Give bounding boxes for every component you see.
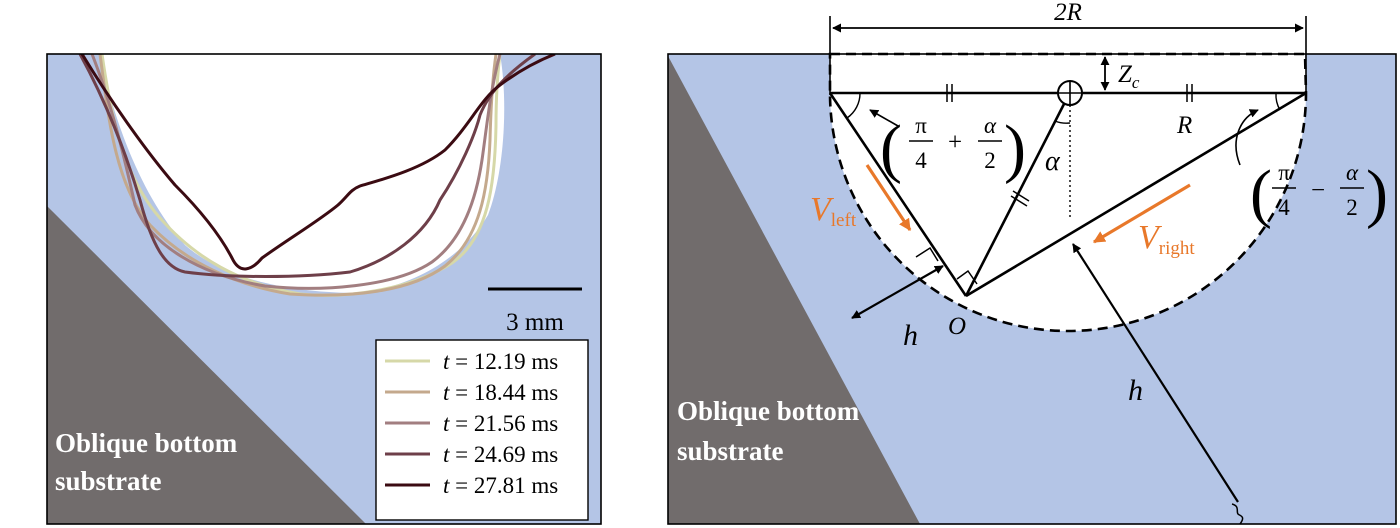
cavity-air-region — [100, 54, 505, 293]
cavity-profiles — [78, 54, 556, 297]
angle-right-formula: ( π 4 − α 2 ) — [1250, 157, 1388, 230]
angle-right-num2: α — [1346, 160, 1359, 185]
radius-label: R — [1176, 112, 1192, 139]
right-panel-frame — [667, 53, 1397, 525]
legend-label: t = 24.69 ms — [443, 442, 558, 467]
profile-t-18-44 — [98, 54, 498, 297]
angle-left-num2: α — [984, 113, 997, 138]
left-panel: 3 mm t = 12.19 mst = 18.44 mst = 21.56 m… — [46, 53, 602, 525]
legend-label-value: = 24.69 ms — [449, 442, 558, 467]
angle-left-den1: 4 — [915, 148, 927, 173]
v-right-label: Vright — [1138, 219, 1195, 259]
legend-label-value: = 18.44 ms — [449, 380, 558, 405]
h-right-label: h — [1128, 374, 1143, 407]
legend-label-var: t — [443, 349, 450, 374]
h-right-arrow — [1072, 243, 1239, 503]
angle-right-den2: 2 — [1346, 195, 1358, 220]
angle-right-num1: π — [1278, 160, 1290, 185]
left-chord — [828, 92, 968, 297]
right-substrate-label-line1: Oblique bottom — [677, 396, 860, 426]
right-angle-marker-origin — [956, 269, 978, 285]
angle-left-paren-open: ( — [880, 112, 902, 185]
legend-label-value: = 21.56 ms — [449, 411, 558, 436]
right-substrate-label-line2: substrate — [677, 436, 784, 466]
v-right-arrow — [1092, 183, 1191, 244]
legend-box — [375, 339, 589, 521]
angle-left-op: + — [948, 129, 962, 156]
angle-left-num1: π — [915, 113, 927, 138]
legend-label-var: t — [443, 473, 450, 498]
legend-label-var: t — [443, 380, 450, 405]
legend-label: t = 12.19 ms — [443, 349, 558, 374]
alpha-arc — [1054, 120, 1071, 124]
legend-label-value: = 12.19 ms — [449, 349, 558, 374]
cavity-region — [830, 54, 1306, 331]
angle-right-paren-open: ( — [1250, 157, 1272, 230]
radius-equal-tick-a — [1010, 195, 1028, 207]
left-angle-pointer — [869, 109, 899, 127]
profile-t-21-56 — [90, 54, 502, 290]
right-panel: 2R R Zc α ( π — [667, 0, 1397, 525]
angle-right-den1: 4 — [1278, 195, 1290, 220]
angle-right-paren-close: ) — [1366, 157, 1388, 230]
profile-t-24-69 — [78, 54, 536, 278]
legend: t = 12.19 mst = 18.44 mst = 21.56 mst = … — [375, 339, 589, 521]
angle-left-paren-close: ) — [1004, 112, 1026, 185]
right-angle-pointer — [1235, 109, 1259, 166]
h-right-break-mark — [1231, 503, 1244, 525]
legend-label-var: t — [443, 442, 450, 467]
origin-label: O — [948, 313, 966, 340]
left-angle-arc — [846, 92, 861, 119]
scale-bar-label: 3 mm — [506, 309, 564, 336]
left-substrate-label-line1: Oblique bottom — [55, 428, 238, 458]
right-chord — [965, 91, 1307, 298]
legend-label: t = 18.44 ms — [443, 380, 558, 405]
legend-label: t = 27.81 ms — [443, 473, 558, 498]
left-panel-frame — [46, 53, 602, 525]
profile-t-27-81 — [80, 54, 556, 271]
angle-right-op: − — [1311, 177, 1325, 204]
v-left-arrow — [865, 164, 912, 232]
radius-to-origin — [964, 103, 1066, 297]
left-substrate-label-line2: substrate — [55, 466, 162, 496]
left-substrate — [47, 206, 366, 524]
width-label: 2R — [1054, 0, 1082, 26]
right-angle-arc — [1275, 92, 1281, 111]
alpha-label: α — [1045, 146, 1061, 177]
radius-equal-tick-b — [1012, 190, 1030, 202]
h-left-arrow — [851, 265, 944, 319]
legend-label-var: t — [443, 411, 450, 436]
right-angle-marker-left — [915, 246, 939, 262]
angle-left-formula: ( π 4 + α 2 ) — [880, 112, 1026, 185]
right-substrate — [668, 56, 920, 524]
legend-label: t = 21.56 ms — [443, 411, 558, 436]
zc-label: Zc — [1118, 61, 1140, 92]
legend-label-value: = 27.81 ms — [449, 473, 558, 498]
angle-left-den2: 2 — [984, 148, 996, 173]
h-left-label: h — [903, 319, 918, 352]
v-left-label: Vleft — [810, 191, 857, 231]
